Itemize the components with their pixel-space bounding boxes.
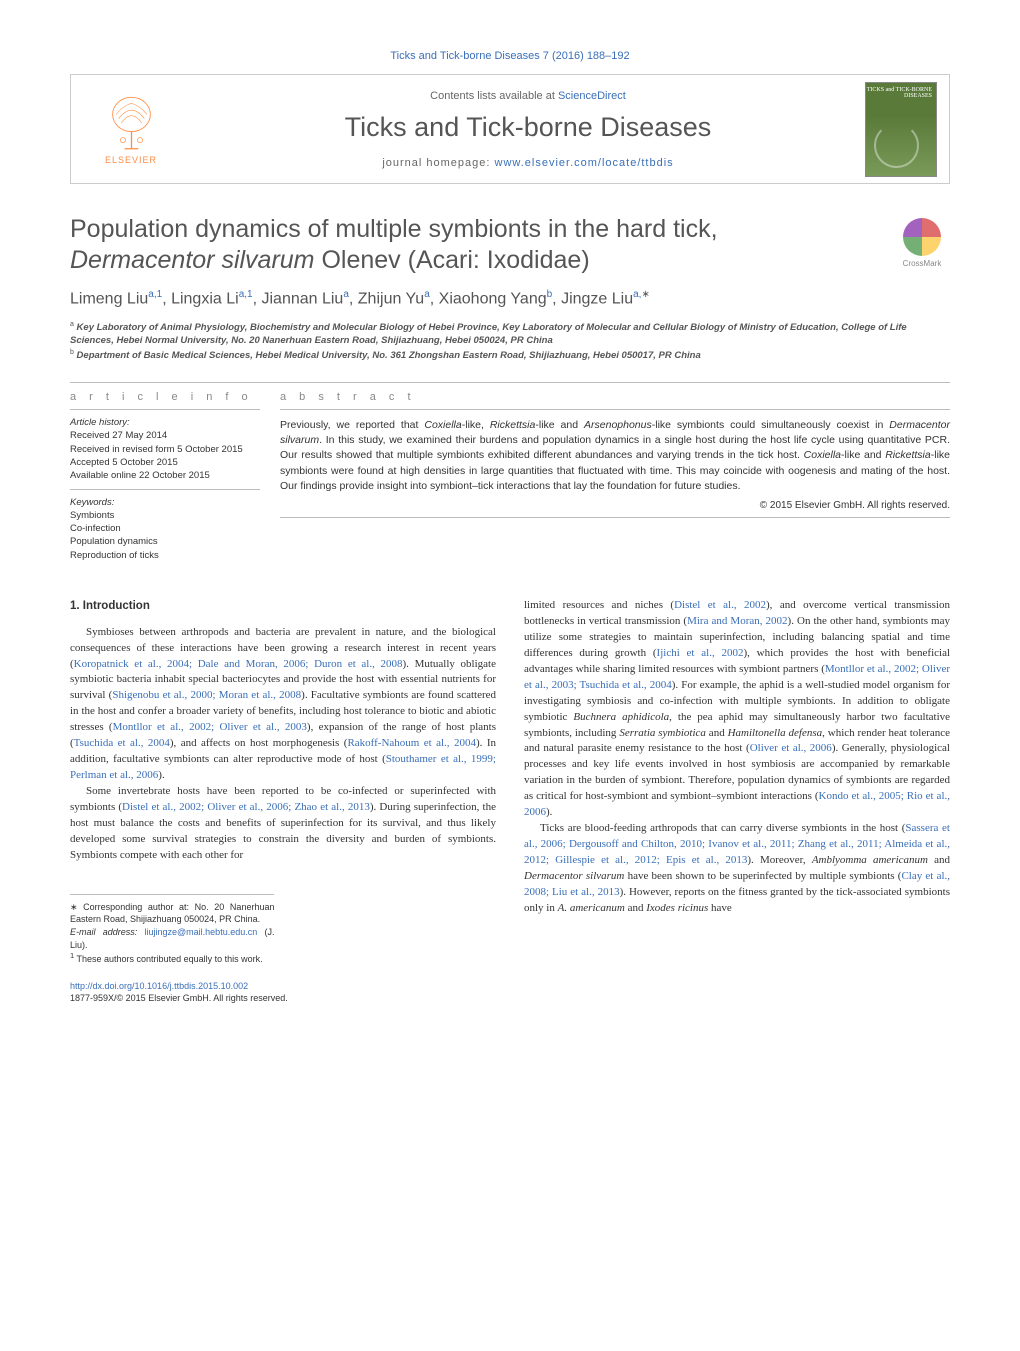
fn-email-link[interactable]: liujingze@mail.hebtu.edu.cn [145,927,258,937]
fn-corresponding: ∗ Corresponding author at: No. 20 Nanerh… [70,901,274,926]
history-accepted: Accepted 5 October 2015 [70,456,260,469]
header-center: Contents lists available at ScienceDirec… [191,90,865,169]
keywords-heading: Keywords: [70,496,260,509]
abstract-divider-bottom [280,517,950,518]
crossmark-icon [903,218,941,256]
affiliations: a Key Laboratory of Animal Physiology, B… [70,320,950,362]
keyword: Reproduction of ticks [70,549,260,562]
header-citation: Ticks and Tick-borne Diseases 7 (2016) 1… [70,50,950,62]
issn-copyright: 1877-959X/© 2015 Elsevier GmbH. All righ… [70,993,288,1003]
keyword: Population dynamics [70,535,260,548]
cover-swirl-icon [874,123,919,168]
title-line2-rest: Olenev (Acari: Ixodidae) [315,246,590,274]
article-history: Article history: Received 27 May 2014 Re… [70,410,260,488]
title-line1: Population dynamics of multiple symbiont… [70,215,718,243]
title-species: Dermacentor silvarum [70,246,315,274]
intro-paragraph-1: Symbioses between arthropods and bacteri… [70,625,496,784]
footnotes: ∗ Corresponding author at: No. 20 Nanerh… [70,894,274,966]
affiliation-b: b Department of Basic Medical Sciences, … [70,348,950,362]
crossmark-label: CrossMark [894,259,950,268]
abstract-text: Previously, we reported that Coxiella-li… [280,410,950,494]
elsevier-logo[interactable]: ELSEVIER [86,84,176,174]
contents-line: Contents lists available at ScienceDirec… [191,90,865,102]
intro-paragraph-2: Some invertebrate hosts have been report… [70,784,496,864]
crossmark-badge[interactable]: CrossMark [894,218,950,274]
history-revised: Received in revised form 5 October 2015 [70,443,260,456]
cover-text: TICKS and TICK-BORNE DISEASES [866,87,932,100]
sciencedirect-link[interactable]: ScienceDirect [558,90,626,102]
affiliation-a: a Key Laboratory of Animal Physiology, B… [70,320,950,348]
contents-prefix: Contents lists available at [430,90,558,102]
article-info-label: a r t i c l e i n f o [70,383,260,409]
abstract-label: a b s t r a c t [280,383,950,409]
homepage-prefix: journal homepage: [382,157,494,169]
elsevier-label: ELSEVIER [105,155,157,165]
article-info-column: a r t i c l e i n f o Article history: R… [70,383,280,568]
abstract-copyright: © 2015 Elsevier GmbH. All rights reserve… [280,500,950,511]
info-abstract-section: a r t i c l e i n f o Article history: R… [70,383,950,568]
fn-email-label: E-mail address: [70,927,145,937]
header-citation-link[interactable]: Ticks and Tick-borne Diseases 7 (2016) 1… [390,50,629,62]
history-online: Available online 22 October 2015 [70,469,260,482]
fn-equal: 1 These authors contributed equally to t… [70,951,274,966]
body-column-left: 1. Introduction Symbioses between arthro… [70,598,496,1005]
elsevier-tree-icon [104,93,159,153]
body-columns: 1. Introduction Symbioses between arthro… [70,598,950,1005]
title-row: Population dynamics of multiple symbiont… [70,214,950,277]
fn-email: E-mail address: liujingze@mail.hebtu.edu… [70,926,274,951]
homepage-line: journal homepage: www.elsevier.com/locat… [191,157,865,169]
article-title: Population dynamics of multiple symbiont… [70,214,874,277]
doi-link[interactable]: http://dx.doi.org/10.1016/j.ttbdis.2015.… [70,981,248,991]
introduction-heading: 1. Introduction [70,598,496,615]
journal-header-bar: ELSEVIER Contents lists available at Sci… [70,74,950,184]
intro-paragraph-3: limited resources and niches (Distel et … [524,598,950,821]
history-heading: Article history: [70,416,260,429]
bottom-doi-block: http://dx.doi.org/10.1016/j.ttbdis.2015.… [70,980,496,1005]
keyword: Symbionts [70,509,260,522]
keywords-block: Keywords: Symbionts Co-infection Populat… [70,490,260,568]
keyword: Co-infection [70,522,260,535]
body-column-right: limited resources and niches (Distel et … [524,598,950,1005]
homepage-link[interactable]: www.elsevier.com/locate/ttbdis [495,157,674,169]
history-received: Received 27 May 2014 [70,429,260,442]
intro-paragraph-4: Ticks are blood-feeding arthropods that … [524,821,950,917]
authors-list: Limeng Liua,1, Lingxia Lia,1, Jiannan Li… [70,289,950,308]
journal-cover-thumbnail[interactable]: TICKS and TICK-BORNE DISEASES [865,82,937,177]
journal-name: Ticks and Tick-borne Diseases [191,112,865,143]
abstract-column: a b s t r a c t Previously, we reported … [280,383,950,568]
